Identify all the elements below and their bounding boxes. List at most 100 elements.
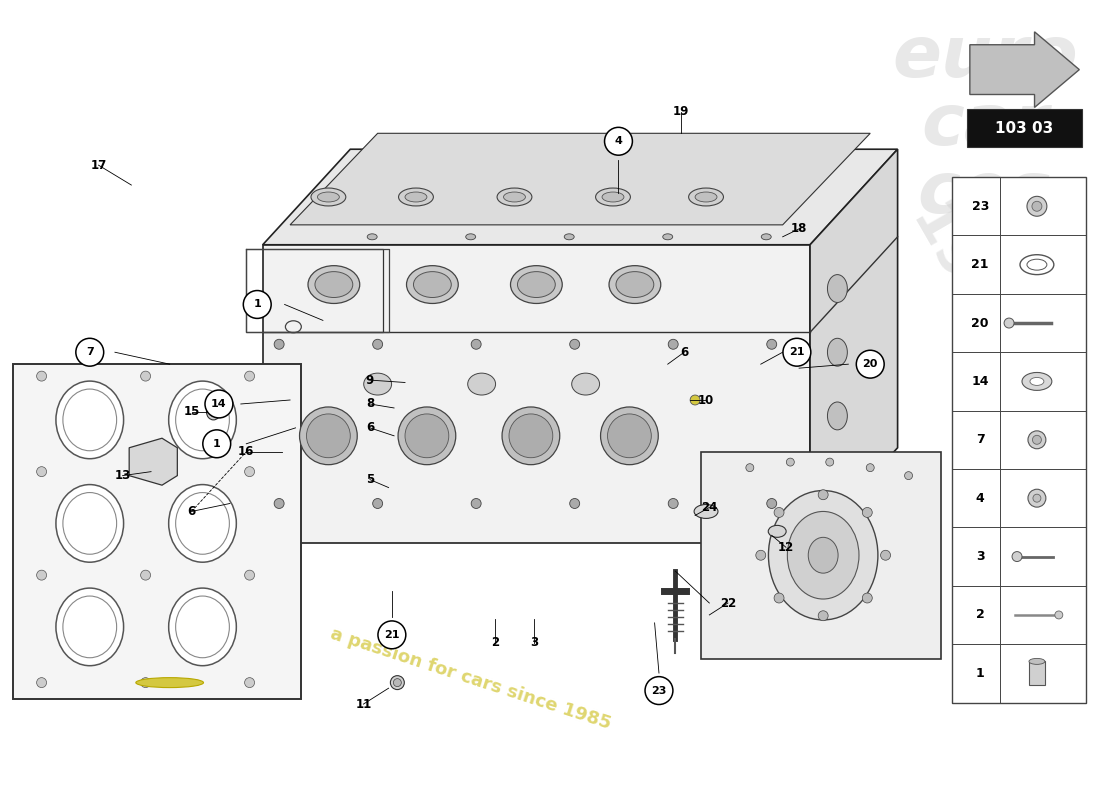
Circle shape — [373, 498, 383, 509]
Bar — [1028, 662, 1045, 686]
Circle shape — [243, 290, 272, 318]
Text: ces: ces — [917, 158, 1053, 227]
Ellipse shape — [307, 414, 350, 458]
Ellipse shape — [209, 407, 218, 417]
Ellipse shape — [405, 414, 449, 458]
Ellipse shape — [468, 373, 496, 395]
Text: 11: 11 — [355, 698, 372, 710]
Text: a passion for cars since 1985: a passion for cars since 1985 — [328, 625, 614, 733]
Circle shape — [36, 371, 46, 381]
Ellipse shape — [135, 678, 204, 687]
Text: 2: 2 — [976, 609, 984, 622]
Ellipse shape — [788, 511, 859, 599]
Ellipse shape — [769, 490, 878, 620]
Ellipse shape — [1004, 318, 1014, 328]
Circle shape — [867, 464, 875, 472]
Ellipse shape — [504, 192, 526, 202]
Text: 16: 16 — [238, 446, 254, 458]
Ellipse shape — [390, 676, 405, 690]
Polygon shape — [13, 364, 301, 698]
Text: 14: 14 — [971, 375, 989, 388]
Ellipse shape — [308, 266, 360, 303]
Ellipse shape — [1012, 551, 1022, 562]
Ellipse shape — [168, 588, 236, 666]
Bar — [967, 110, 1082, 147]
Ellipse shape — [1033, 494, 1041, 502]
Text: 19: 19 — [673, 106, 689, 118]
Circle shape — [570, 339, 580, 350]
Circle shape — [862, 507, 872, 518]
Text: 4: 4 — [976, 492, 984, 505]
Text: 3: 3 — [976, 550, 984, 563]
Circle shape — [767, 498, 777, 509]
Circle shape — [471, 339, 481, 350]
Ellipse shape — [768, 526, 786, 538]
Ellipse shape — [56, 588, 123, 666]
Text: 24: 24 — [701, 501, 717, 514]
Circle shape — [244, 371, 254, 381]
Ellipse shape — [497, 188, 532, 206]
Ellipse shape — [595, 188, 630, 206]
Ellipse shape — [602, 192, 624, 202]
Ellipse shape — [168, 381, 236, 458]
Text: 14: 14 — [211, 399, 227, 409]
Text: 5: 5 — [366, 473, 374, 486]
Ellipse shape — [827, 402, 847, 430]
Circle shape — [141, 466, 151, 477]
Text: 6: 6 — [187, 505, 196, 518]
Text: 10: 10 — [697, 394, 714, 406]
Circle shape — [774, 507, 784, 518]
Circle shape — [378, 621, 406, 649]
Ellipse shape — [207, 404, 220, 420]
Ellipse shape — [1028, 431, 1046, 449]
Ellipse shape — [510, 266, 562, 303]
Ellipse shape — [311, 188, 345, 206]
Text: 103 03: 103 03 — [996, 121, 1054, 136]
Text: 6: 6 — [366, 422, 374, 434]
Text: 20: 20 — [862, 359, 878, 369]
Circle shape — [141, 570, 151, 580]
Circle shape — [818, 610, 828, 621]
Text: 1: 1 — [253, 299, 261, 310]
Text: 7: 7 — [86, 347, 94, 358]
Polygon shape — [810, 150, 898, 543]
Text: 23: 23 — [971, 200, 989, 213]
Circle shape — [36, 678, 46, 687]
Ellipse shape — [1033, 435, 1042, 444]
Ellipse shape — [398, 407, 455, 465]
Circle shape — [786, 458, 794, 466]
Ellipse shape — [1020, 254, 1054, 274]
Ellipse shape — [407, 266, 459, 303]
Ellipse shape — [808, 538, 838, 573]
Circle shape — [826, 458, 834, 466]
Circle shape — [244, 570, 254, 580]
Text: 21: 21 — [789, 347, 804, 358]
Ellipse shape — [1032, 202, 1042, 211]
Polygon shape — [263, 150, 898, 245]
Text: 9: 9 — [366, 374, 374, 386]
Circle shape — [141, 678, 151, 687]
Ellipse shape — [827, 274, 847, 302]
Circle shape — [36, 466, 46, 477]
Ellipse shape — [694, 505, 718, 518]
Text: 3: 3 — [530, 636, 538, 650]
Text: euro: euro — [892, 23, 1078, 92]
Ellipse shape — [56, 381, 123, 458]
Text: car: car — [922, 91, 1048, 160]
Text: 18: 18 — [791, 222, 807, 235]
Circle shape — [244, 466, 254, 477]
Circle shape — [76, 338, 103, 366]
Ellipse shape — [609, 266, 661, 303]
Text: 4: 4 — [615, 136, 623, 146]
Ellipse shape — [509, 414, 553, 458]
Ellipse shape — [465, 234, 475, 240]
Ellipse shape — [1027, 196, 1047, 216]
Text: 1985: 1985 — [898, 196, 1028, 365]
Circle shape — [373, 339, 383, 350]
Polygon shape — [970, 32, 1079, 107]
Text: 21: 21 — [384, 630, 399, 640]
Text: 23: 23 — [651, 686, 667, 695]
Circle shape — [274, 339, 284, 350]
Ellipse shape — [1028, 658, 1045, 664]
Ellipse shape — [405, 192, 427, 202]
